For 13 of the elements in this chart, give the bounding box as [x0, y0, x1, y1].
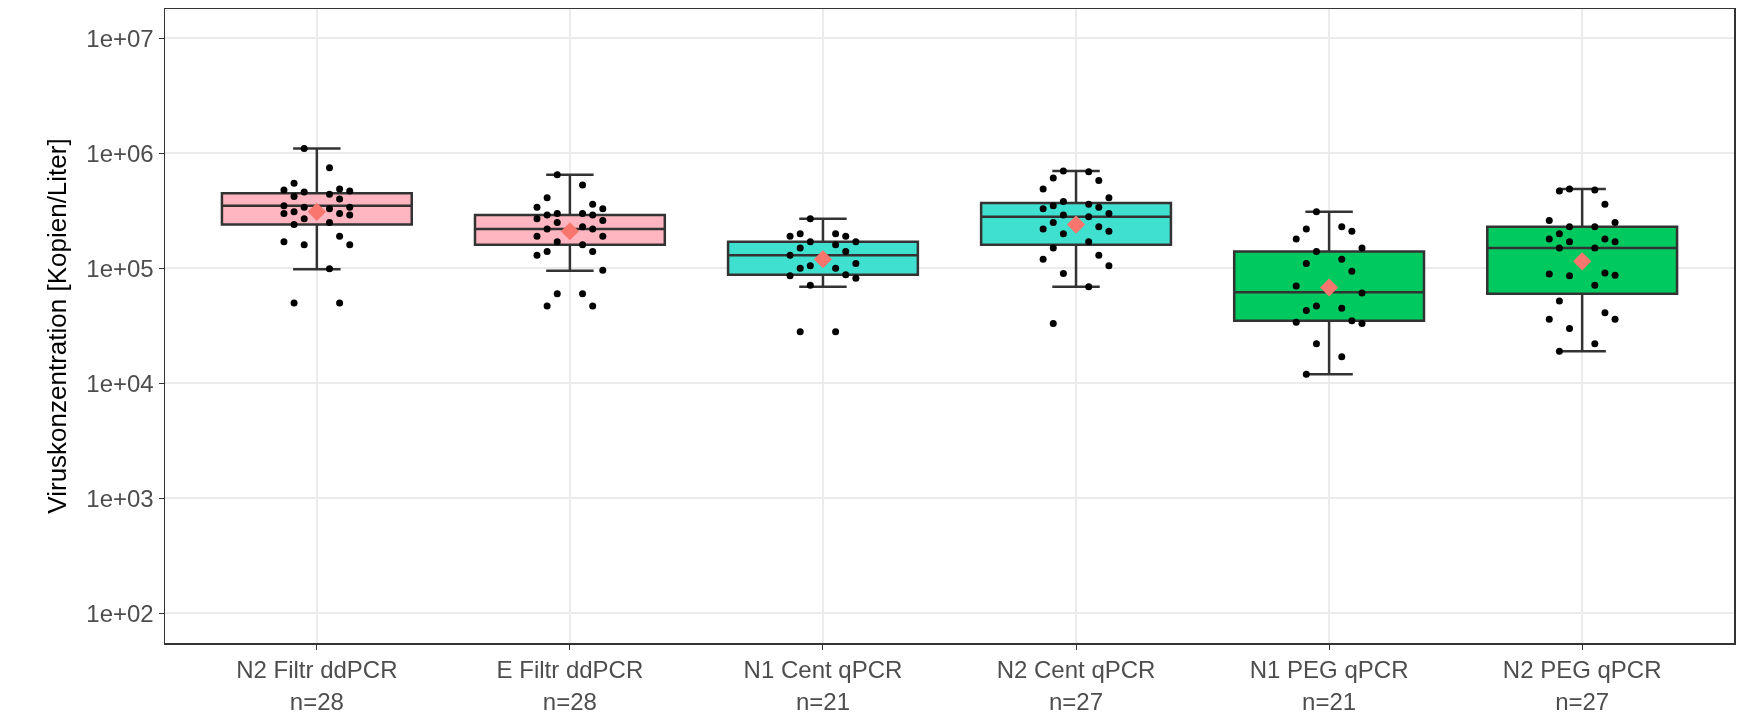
x-tick-label: E Filtr ddPCR n=28 — [496, 656, 644, 715]
y-tick-label: 1e+07 — [86, 24, 154, 52]
y-tick-label: 1e+05 — [86, 254, 154, 282]
y-tick-label: 1e+04 — [86, 369, 154, 397]
x-tick-label: N2 PEG qPCR n=27 — [1502, 656, 1662, 715]
x-tick-label: N1 Cent qPCR n=21 — [743, 656, 903, 715]
x-tick-label: N2 Cent qPCR n=27 — [996, 656, 1156, 715]
y-tick-label: 1e+03 — [86, 484, 154, 512]
x-tick-label: N1 PEG qPCR n=21 — [1249, 656, 1409, 715]
y-tick-label: 1e+02 — [86, 599, 154, 627]
y-tick-label: 1e+06 — [86, 139, 154, 167]
x-tick-label: N2 Filtr ddPCR n=28 — [236, 656, 398, 715]
y-axis-title: Viruskonzentration [Kopien/Liter] — [41, 138, 72, 514]
